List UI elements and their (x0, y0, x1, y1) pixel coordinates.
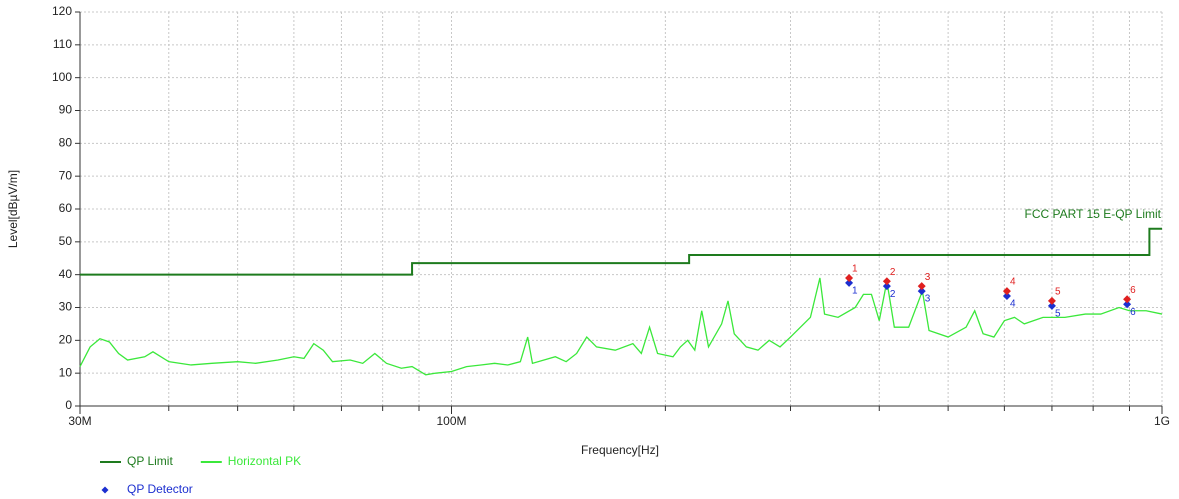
y-tick-label: 80 (59, 136, 73, 150)
peak-marker-label: 1 (852, 264, 858, 275)
qp-marker-label: 4 (1010, 299, 1016, 310)
x-tick-label: 1G (1154, 414, 1170, 428)
peak-marker-label: 2 (890, 267, 896, 278)
qp-marker-label: 5 (1055, 308, 1061, 319)
legend-label: QP Detector (127, 482, 193, 496)
peak-marker (917, 282, 926, 291)
y-tick-label: 40 (59, 267, 73, 281)
qp-marker (1002, 292, 1011, 301)
peak-marker (1002, 287, 1011, 296)
qp-marker (845, 278, 854, 287)
qp-marker-label: 2 (890, 289, 896, 300)
peak-marker-label: 4 (1010, 277, 1016, 288)
y-tick-label: 90 (59, 103, 73, 117)
qp-marker (1123, 300, 1132, 309)
peak-marker-label: 5 (1055, 287, 1061, 298)
qp-marker-label: 1 (852, 286, 858, 297)
y-tick-label: 10 (59, 365, 73, 379)
peak-marker-label: 6 (1130, 285, 1136, 296)
qp-marker (917, 287, 926, 296)
y-axis-label: Level[dBµV/m] (6, 170, 20, 248)
y-tick-label: 20 (59, 333, 73, 347)
qp-marker-label: 6 (1130, 307, 1136, 318)
x-tick-label: 30M (68, 414, 91, 428)
qp-marker-label: 3 (925, 294, 931, 305)
y-tick-label: 120 (52, 4, 72, 18)
legend-marker (101, 486, 109, 494)
peak-marker (845, 273, 854, 282)
y-tick-label: 30 (59, 300, 73, 314)
y-tick-label: 110 (53, 37, 72, 51)
y-tick-label: 100 (52, 70, 72, 84)
x-axis-label: Frequency[Hz] (581, 443, 659, 457)
qp-marker (1047, 301, 1056, 310)
peak-marker (1123, 295, 1132, 304)
y-tick-label: 50 (59, 234, 73, 248)
peak-marker (1047, 296, 1056, 305)
y-tick-label: 0 (65, 398, 72, 412)
series-line (79, 277, 1163, 376)
legend-label: Horizontal PK (228, 454, 301, 468)
qp-marker (882, 282, 891, 291)
legend-label: QP Limit (127, 454, 173, 468)
series-line (80, 227, 1162, 276)
y-tick-label: 60 (59, 201, 73, 215)
y-tick-label: 70 (59, 168, 73, 182)
peak-marker (882, 277, 891, 286)
x-tick-label: 100M (436, 414, 466, 428)
peak-marker-label: 3 (925, 272, 931, 283)
annotation: FCC PART 15 E-QP Limit (1025, 207, 1162, 221)
